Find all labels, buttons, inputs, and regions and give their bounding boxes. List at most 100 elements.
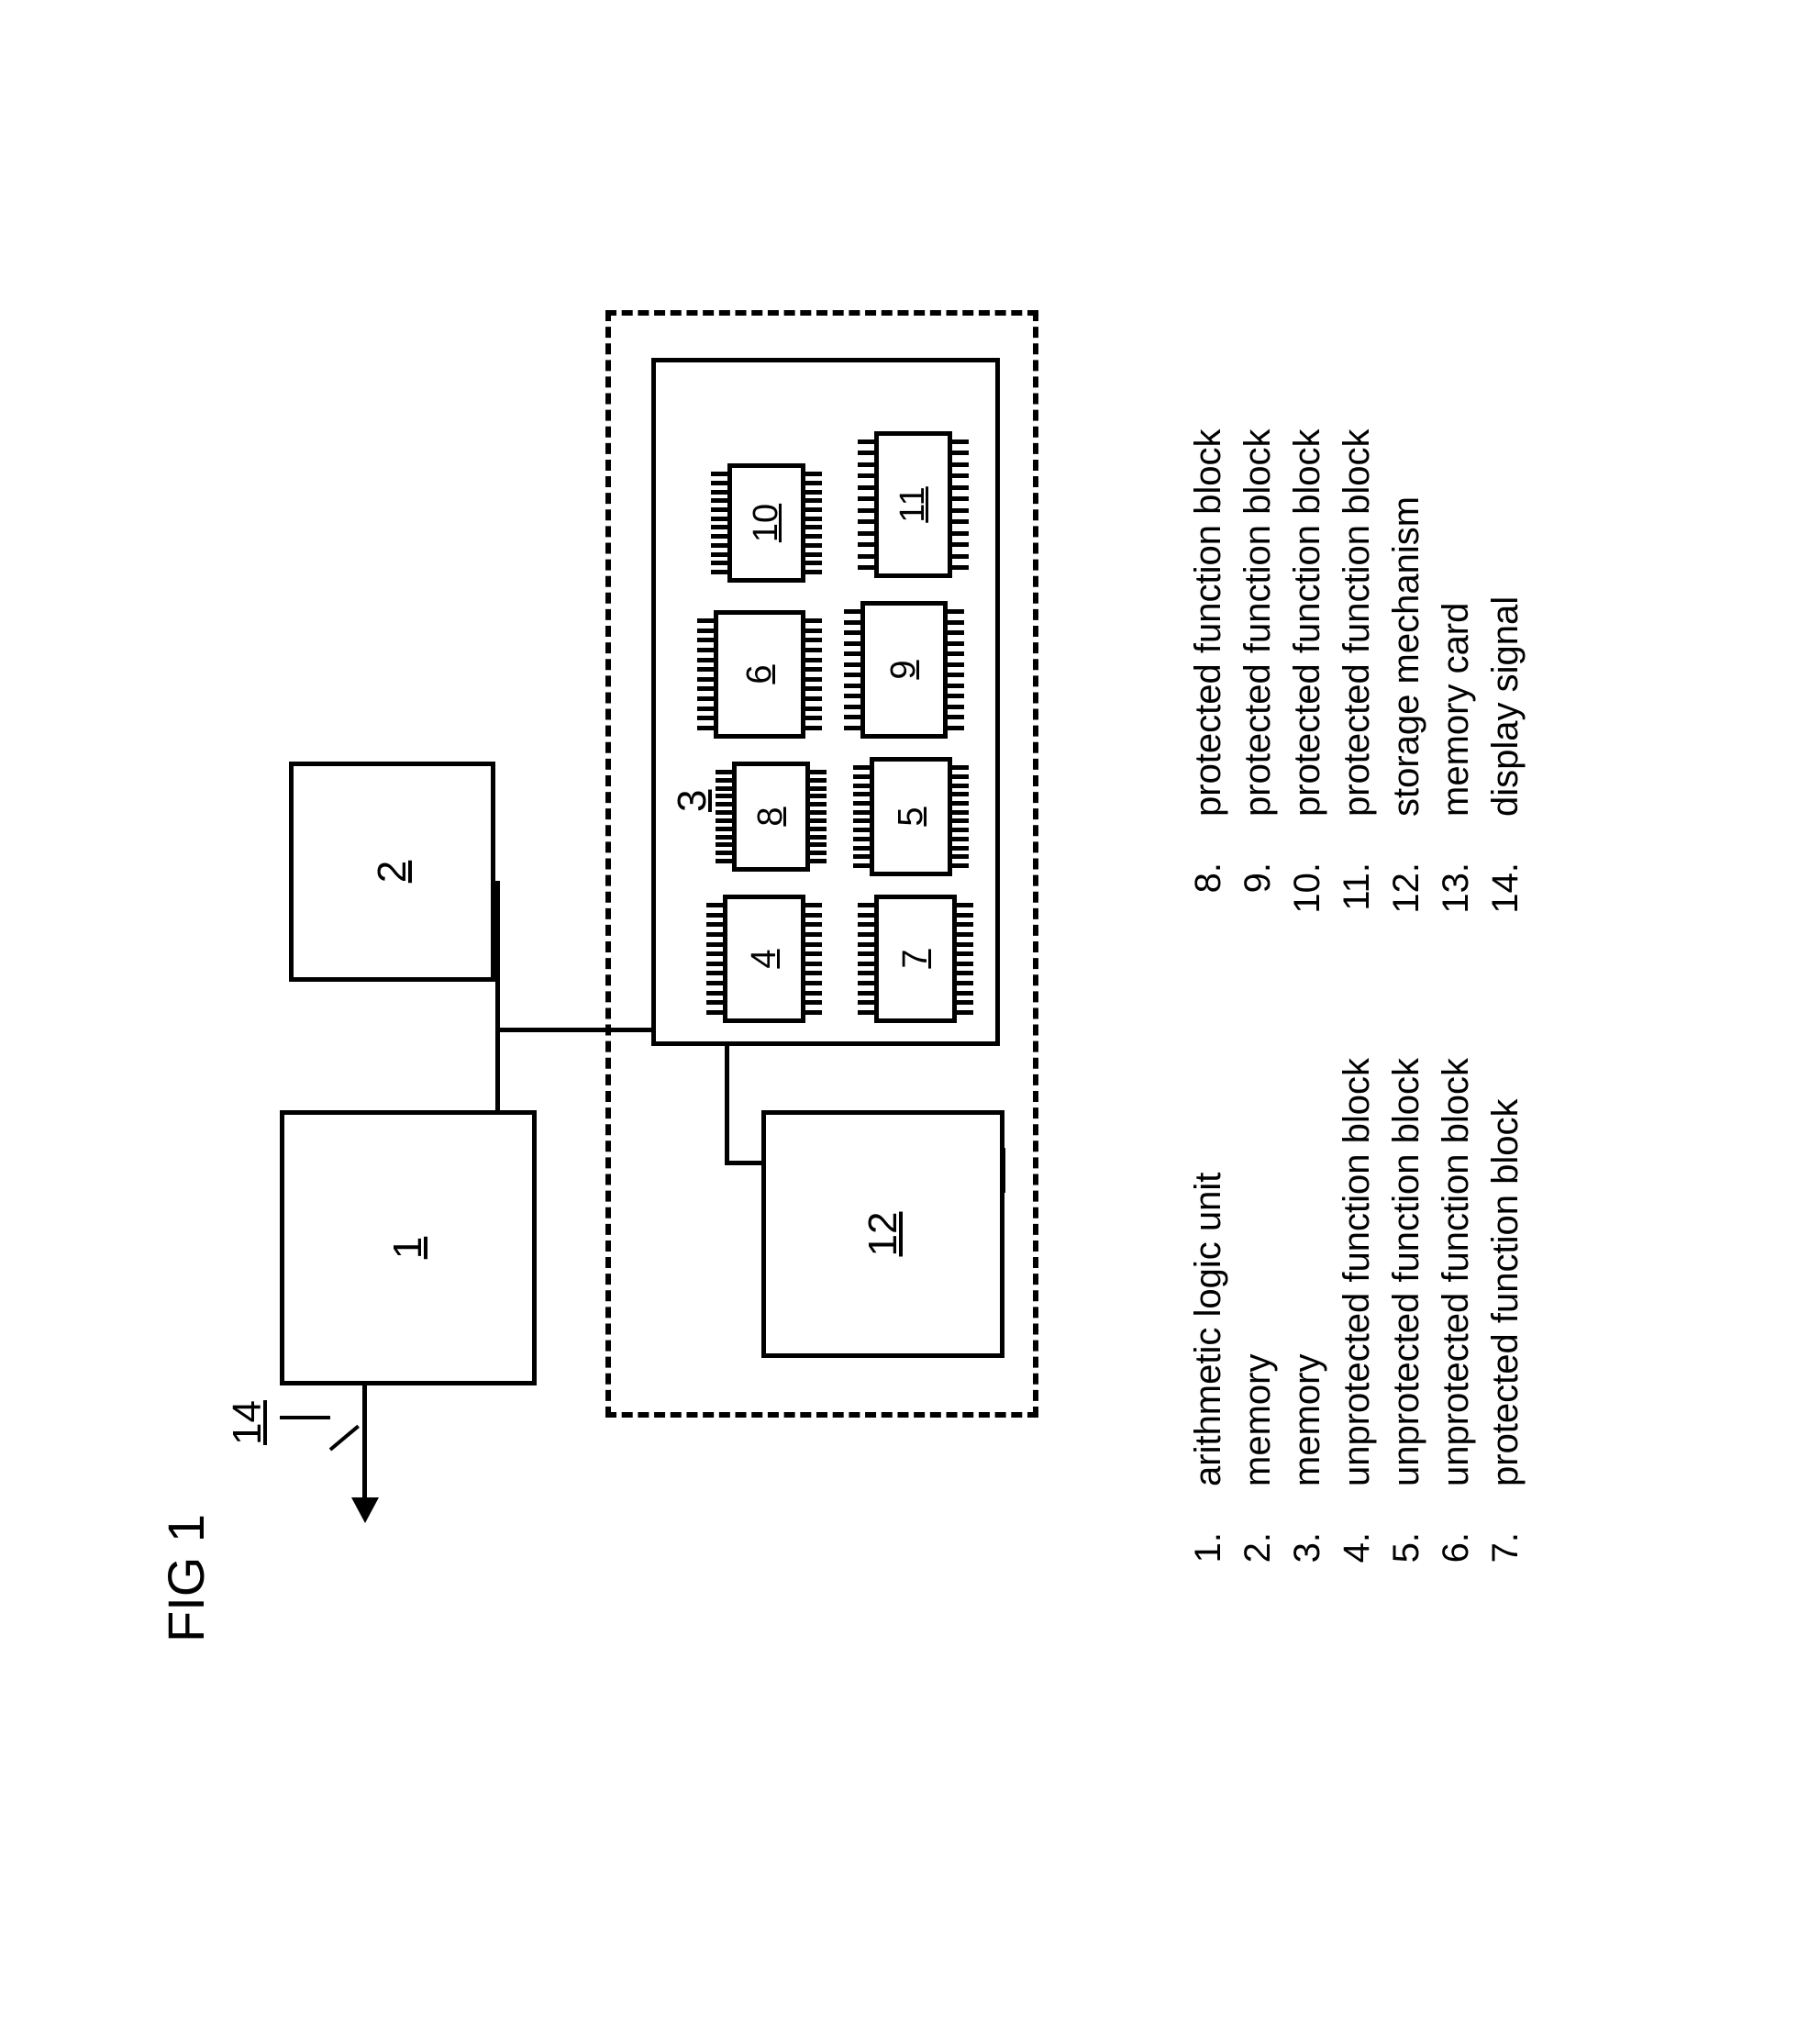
line-1-2v	[491, 881, 500, 885]
block-2: 2	[289, 762, 495, 982]
chip-8: 8	[716, 766, 827, 867]
legend-number: 9.	[1233, 862, 1282, 927]
legend-text: protected function block	[1481, 1099, 1530, 1486]
block-1: 1	[280, 1110, 537, 1385]
legend-text: unprotected function block	[1431, 1058, 1481, 1486]
chip-6: 6	[697, 615, 822, 734]
block-12: 12	[761, 1110, 1004, 1358]
chip-7-body: 7	[874, 895, 957, 1023]
pins-bot	[948, 606, 964, 734]
legend-text: storage mechanism	[1382, 496, 1431, 817]
legend-number: 2.	[1233, 1532, 1282, 1597]
chip-11-label: 11	[893, 486, 933, 522]
pins-bot	[805, 899, 822, 1018]
pins-bot	[810, 766, 827, 867]
chip-5-body: 5	[870, 757, 952, 876]
line-14-leader2	[329, 1425, 360, 1452]
figure-page: FIG 1 14 1 2 13 12 3 4 8	[37, 37, 1820, 1780]
legend-right: 8.protected function block9.protected fu…	[1183, 429, 1530, 927]
chip-10-body: 10	[727, 463, 805, 583]
line-14-leader	[280, 1416, 330, 1419]
chip-7: 7	[858, 899, 973, 1018]
chip-6-label: 6	[740, 664, 780, 684]
legend-text: protected function block	[1233, 429, 1282, 817]
legend-row: 14. display signal	[1481, 429, 1530, 927]
legend-number: 14.	[1481, 862, 1530, 927]
figure-label: FIG 1	[156, 1514, 216, 1642]
legend-left: 1. arithmetic logic unit2.memory3. memory4…	[1183, 1058, 1530, 1597]
pins-bot	[952, 762, 969, 872]
pins-top	[716, 766, 732, 867]
chip-8-body: 8	[732, 762, 810, 872]
pins-bot	[952, 436, 969, 573]
chip-10-label: 10	[747, 504, 786, 542]
legend-text: protected function block	[1332, 429, 1382, 817]
legend-row: 13. memory card	[1431, 429, 1481, 927]
legend-text: unprotected function block	[1382, 1058, 1431, 1486]
legend-row: 6. unprotected function block	[1431, 1058, 1481, 1597]
line-arrow-14	[362, 1385, 367, 1500]
block-12-label: 12	[860, 1212, 906, 1257]
chip-10: 10	[711, 468, 822, 578]
legend-number: 5.	[1382, 1532, 1431, 1597]
pins-top	[858, 899, 874, 1018]
pins-top	[844, 606, 860, 734]
legend-text: memory	[1282, 1354, 1332, 1486]
legend-number: 10.	[1282, 862, 1332, 927]
pins-bot	[957, 899, 973, 1018]
chip-4-body: 4	[723, 895, 805, 1023]
pins-top	[697, 615, 714, 734]
pins-top	[853, 762, 870, 872]
block-2-label: 2	[370, 861, 416, 883]
legend-number: 7.	[1481, 1532, 1530, 1597]
legend-number: 3.	[1282, 1532, 1332, 1597]
block-3-label: 3	[670, 790, 716, 812]
chip-9: 9	[844, 606, 964, 734]
arrowhead-14	[351, 1497, 379, 1523]
chip-5-label: 5	[892, 807, 931, 826]
legend-row: 1. arithmetic logic unit	[1183, 1058, 1233, 1597]
legend-text: protected function block	[1282, 429, 1332, 817]
legend-number: 8.	[1183, 862, 1233, 927]
pins-top	[706, 899, 723, 1018]
chip-8-label: 8	[751, 807, 791, 826]
legend-number: 13.	[1431, 862, 1481, 927]
callout-14: 14	[225, 1400, 271, 1445]
chip-9-body: 9	[860, 601, 948, 739]
chip-5: 5	[853, 762, 969, 872]
legend-number: 4.	[1332, 1532, 1382, 1597]
chip-4-label: 4	[745, 949, 784, 968]
block-1-label: 1	[385, 1237, 431, 1259]
legend-text: arithmetic logic unit	[1183, 1173, 1233, 1486]
line-1-2h	[495, 881, 500, 1115]
legend-row: 8. protected function block	[1183, 429, 1233, 927]
legend-text: unprotected function block	[1332, 1058, 1382, 1486]
chip-4: 4	[706, 899, 822, 1018]
chip-9-label: 9	[884, 660, 924, 679]
legend-row: 2.memory	[1233, 1058, 1282, 1597]
legend-row: 4. unprotected function block	[1332, 1058, 1382, 1597]
chip-7-label: 7	[896, 949, 936, 968]
pins-top	[711, 468, 727, 578]
legend-row: 12. storage mechanism	[1382, 429, 1431, 927]
chip-6-body: 6	[714, 610, 805, 739]
legend-row: 3. memory	[1282, 1058, 1332, 1597]
legend-number: 6.	[1431, 1532, 1481, 1597]
legend-number: 1.	[1183, 1532, 1233, 1597]
legend-row: 5. unprotected function block	[1382, 1058, 1431, 1597]
legend-row: 7. protected function block	[1481, 1058, 1530, 1597]
pins-bot	[805, 615, 822, 734]
chip-11: 11	[858, 436, 969, 573]
pins-top	[858, 436, 874, 573]
legend-number: 11.	[1332, 862, 1382, 927]
legend-row: 9. protected function block	[1233, 429, 1282, 927]
legend-row: 10. protected function block	[1282, 429, 1332, 927]
legend-number: 12.	[1382, 862, 1431, 927]
legend-text: display signal	[1481, 596, 1530, 817]
legend-row: 11. protected function block	[1332, 429, 1382, 927]
chip-11-body: 11	[874, 431, 952, 578]
legend-text: memory card	[1431, 603, 1481, 817]
legend-text: protected function block	[1183, 429, 1233, 817]
line-to-12	[725, 1161, 761, 1165]
pins-bot	[805, 468, 822, 578]
